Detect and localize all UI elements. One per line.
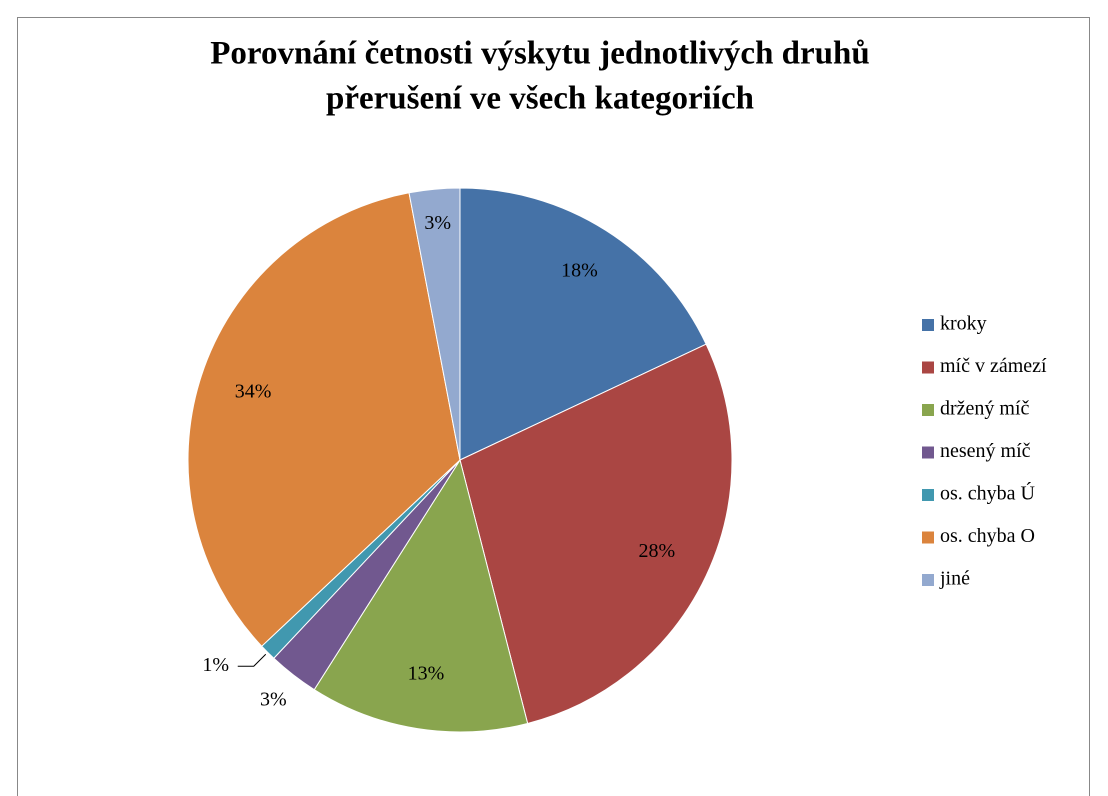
pie-slice [187, 192, 461, 647]
legend-label: nesený míč [940, 440, 1031, 462]
data-label: 3% [260, 688, 287, 710]
legend-swatch [922, 361, 934, 374]
pie-slice [313, 458, 529, 733]
legend-label: os. chyba O [940, 525, 1035, 547]
chart-title: Porovnání četnosti výskytu jednotlivých … [210, 36, 869, 72]
data-label: 18% [561, 259, 598, 281]
legend-swatch [922, 319, 934, 331]
legend-label: kroky [940, 313, 987, 335]
leader-line [237, 653, 267, 667]
legend-swatch [922, 574, 934, 586]
legend-label: os. chyba Ú [940, 481, 1036, 505]
data-label: 13% [408, 663, 445, 685]
legend-label: míč v zámezí [940, 355, 1047, 377]
chart-title: přerušení ve všech kategoriích [326, 81, 754, 117]
data-label: 34% [235, 380, 272, 402]
data-label: 3% [424, 212, 451, 234]
legend-swatch [922, 446, 934, 459]
legend-swatch [922, 531, 934, 544]
legend-swatch [922, 489, 934, 501]
pie-slice [459, 343, 733, 725]
pie-slice [408, 187, 461, 461]
data-label: 1% [202, 654, 229, 676]
data-label: 28% [639, 540, 676, 562]
legend-label: držený míč [940, 398, 1030, 420]
pie-slice [459, 187, 707, 461]
legend-label: jiné [939, 568, 970, 590]
legend-swatch [922, 404, 934, 416]
